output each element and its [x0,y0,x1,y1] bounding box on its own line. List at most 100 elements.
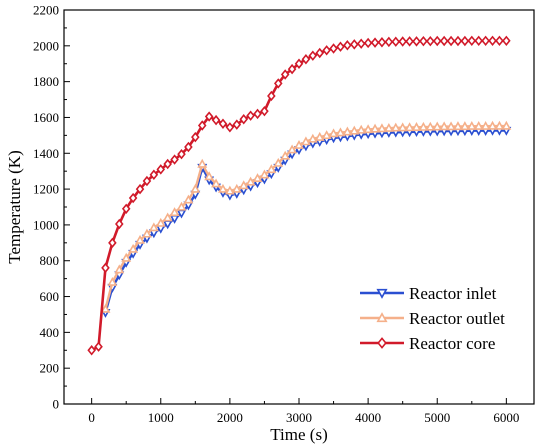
data-point [487,120,498,130]
data-point [260,105,269,117]
data-point [232,119,242,130]
legend-item: Reactor core [360,334,495,353]
data-point [239,114,248,125]
data-point [149,169,159,180]
data-point [384,36,394,48]
data-point [170,154,179,165]
y-axis: 0 200 400 600 800 1000 1200 1400 1600 1800 2000 220… [33,3,70,412]
data-point [322,45,331,56]
data-point [377,37,387,48]
data-point [184,141,193,153]
data-point [287,63,297,75]
x-tick-label: 3000 [286,410,312,425]
data-point [342,126,353,136]
data-point [135,234,145,244]
data-point [376,123,387,133]
y-axis-title: Temperature (K) [5,150,24,264]
data-point [177,148,186,160]
y-tick-label: 2000 [33,38,59,53]
series-line [91,39,507,352]
data-point [425,121,436,131]
data-point [224,185,235,195]
x-tick-label: 6000 [493,410,519,425]
data-point [494,120,505,130]
data-point [121,252,132,262]
data-point [391,36,401,47]
data-point [488,35,497,47]
data-point [390,122,401,132]
data-point [280,69,290,80]
data-point [412,36,421,47]
data-point [142,175,152,187]
data-point [190,183,201,193]
data-point [128,243,139,253]
x-axis-title: Time (s) [270,425,327,444]
data-point [501,120,512,130]
data-point [135,183,145,195]
data-point [100,303,111,313]
data-point [253,108,262,120]
data-point [162,212,173,222]
data-point [315,47,325,59]
data-point [121,203,131,215]
x-tick-label: 4000 [355,410,381,425]
data-point [397,122,408,132]
legend: Reactor inlet Reactor outlet Reactor core [360,284,505,353]
data-point [481,35,490,47]
data-point [439,35,449,47]
data-point [329,43,338,54]
data-point [163,158,172,170]
legend-item: Reactor inlet [360,284,497,303]
y-tick-label: 400 [40,325,60,340]
data-point [370,37,380,48]
data-point [398,36,407,47]
data-point [211,114,221,126]
x-tick-label: 1000 [148,410,174,425]
data-point [115,218,124,230]
data-point [148,222,159,232]
data-point [495,35,504,47]
data-point [266,164,277,174]
data-point [101,262,110,274]
data-point [446,35,456,47]
data-point [419,35,428,47]
data-point [211,178,222,188]
data-point [404,122,415,132]
y-tick-label: 1400 [33,146,59,161]
data-point [252,173,263,183]
data-point [383,122,394,132]
data-point [453,121,463,131]
data-point [307,133,318,143]
data-point [439,121,450,131]
data-point [356,124,367,134]
y-tick-label: 1800 [33,74,59,89]
y-tick-label: 1600 [33,110,59,125]
y-tick-label: 2200 [33,3,59,18]
y-tick-label: 1200 [33,182,59,197]
data-point [480,120,491,130]
data-point [128,192,138,204]
data-point [155,217,166,227]
y-tick-label: 0 [53,397,60,412]
data-point [197,120,207,131]
data-point [466,120,477,130]
data-point [267,90,276,102]
x-tick-label: 0 [88,410,95,425]
x-tick-label: 5000 [424,410,450,425]
data-point [183,194,194,204]
data-point [238,180,249,190]
data-point [405,36,414,47]
data-point [467,35,477,47]
data-point [169,207,180,217]
data-point [107,276,118,286]
data-point [426,35,435,47]
data-point [176,201,187,211]
data-point [108,237,117,249]
data-point [287,144,298,154]
data-point [335,127,346,137]
data-point [294,139,304,149]
data-point [432,121,443,131]
data-point [300,136,311,146]
y-tick-label: 200 [40,361,60,376]
